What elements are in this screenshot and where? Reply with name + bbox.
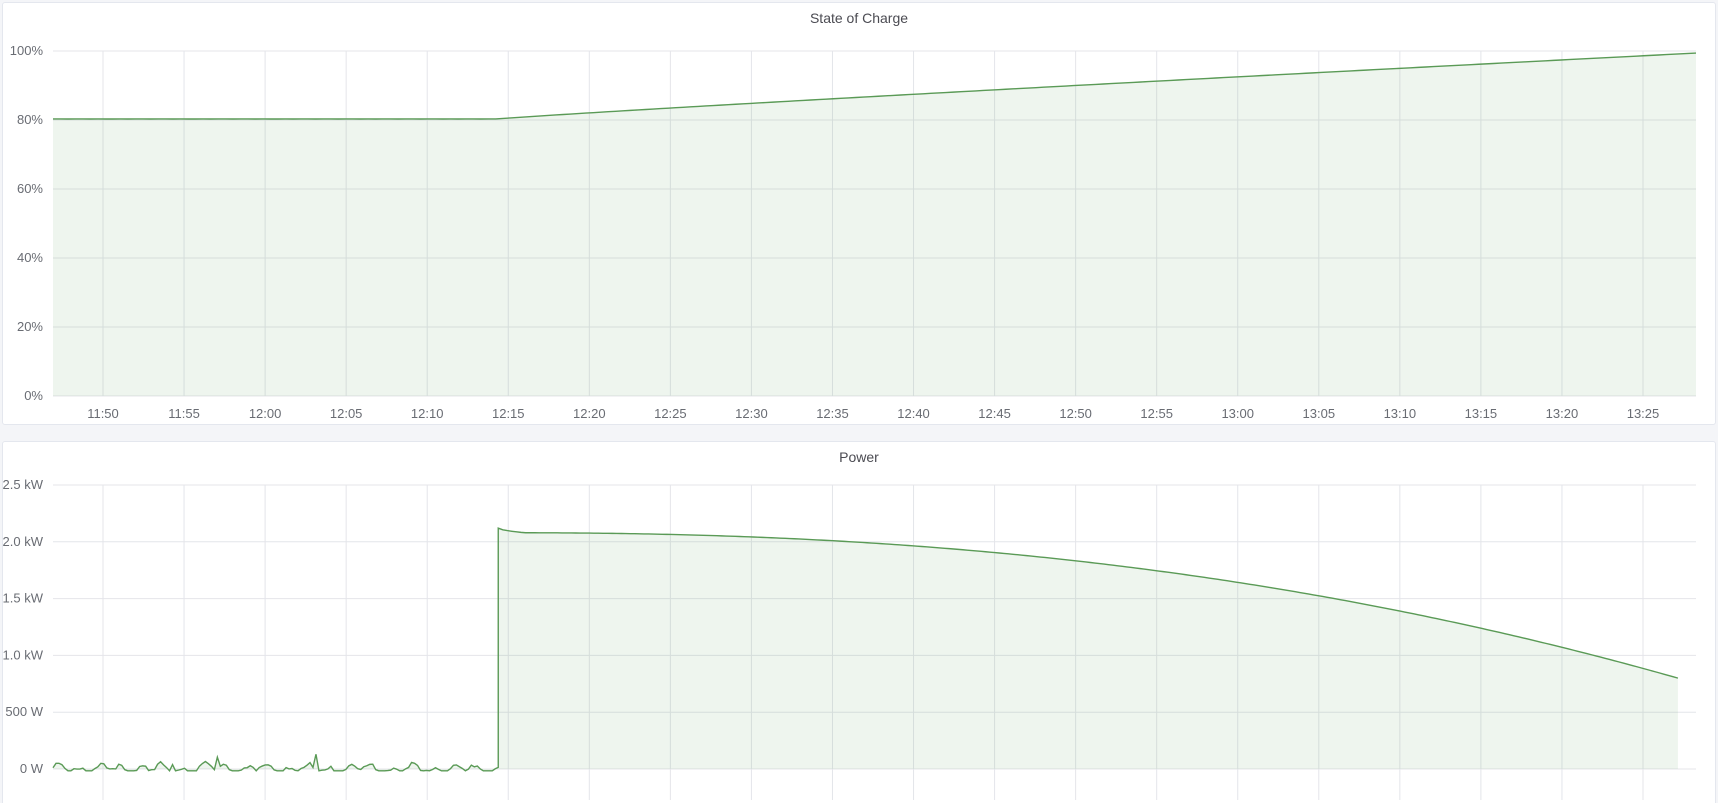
svg-text:1.5 kW: 1.5 kW (3, 591, 44, 606)
svg-text:13:10: 13:10 (1384, 406, 1417, 421)
svg-text:100%: 100% (10, 43, 44, 58)
svg-text:80%: 80% (17, 112, 43, 127)
svg-text:12:30: 12:30 (735, 406, 768, 421)
svg-text:12:50: 12:50 (1059, 406, 1092, 421)
svg-text:0%: 0% (24, 388, 43, 403)
svg-text:20%: 20% (17, 319, 43, 334)
svg-text:12:35: 12:35 (816, 406, 849, 421)
svg-text:12:10: 12:10 (411, 406, 444, 421)
svg-text:12:15: 12:15 (492, 406, 525, 421)
svg-text:11:55: 11:55 (168, 406, 200, 421)
svg-text:13:05: 13:05 (1303, 406, 1336, 421)
svg-text:12:05: 12:05 (330, 406, 363, 421)
svg-text:12:00: 12:00 (249, 406, 282, 421)
svg-text:2.5 kW: 2.5 kW (3, 477, 44, 492)
svg-text:500 W: 500 W (5, 704, 43, 719)
svg-text:1.0 kW: 1.0 kW (3, 647, 44, 662)
svg-text:12:40: 12:40 (897, 406, 930, 421)
svg-text:60%: 60% (17, 181, 43, 196)
svg-text:12:45: 12:45 (978, 406, 1011, 421)
svg-text:40%: 40% (17, 250, 43, 265)
svg-text:0 W: 0 W (20, 761, 44, 776)
svg-text:13:20: 13:20 (1546, 406, 1579, 421)
svg-text:11:50: 11:50 (87, 406, 119, 421)
svg-text:13:15: 13:15 (1465, 406, 1498, 421)
svg-text:2.0 kW: 2.0 kW (3, 534, 44, 549)
svg-text:12:55: 12:55 (1140, 406, 1173, 421)
svg-text:12:20: 12:20 (573, 406, 606, 421)
svg-text:13:00: 13:00 (1221, 406, 1254, 421)
svg-text:12:25: 12:25 (654, 406, 687, 421)
svg-text:13:25: 13:25 (1627, 406, 1660, 421)
